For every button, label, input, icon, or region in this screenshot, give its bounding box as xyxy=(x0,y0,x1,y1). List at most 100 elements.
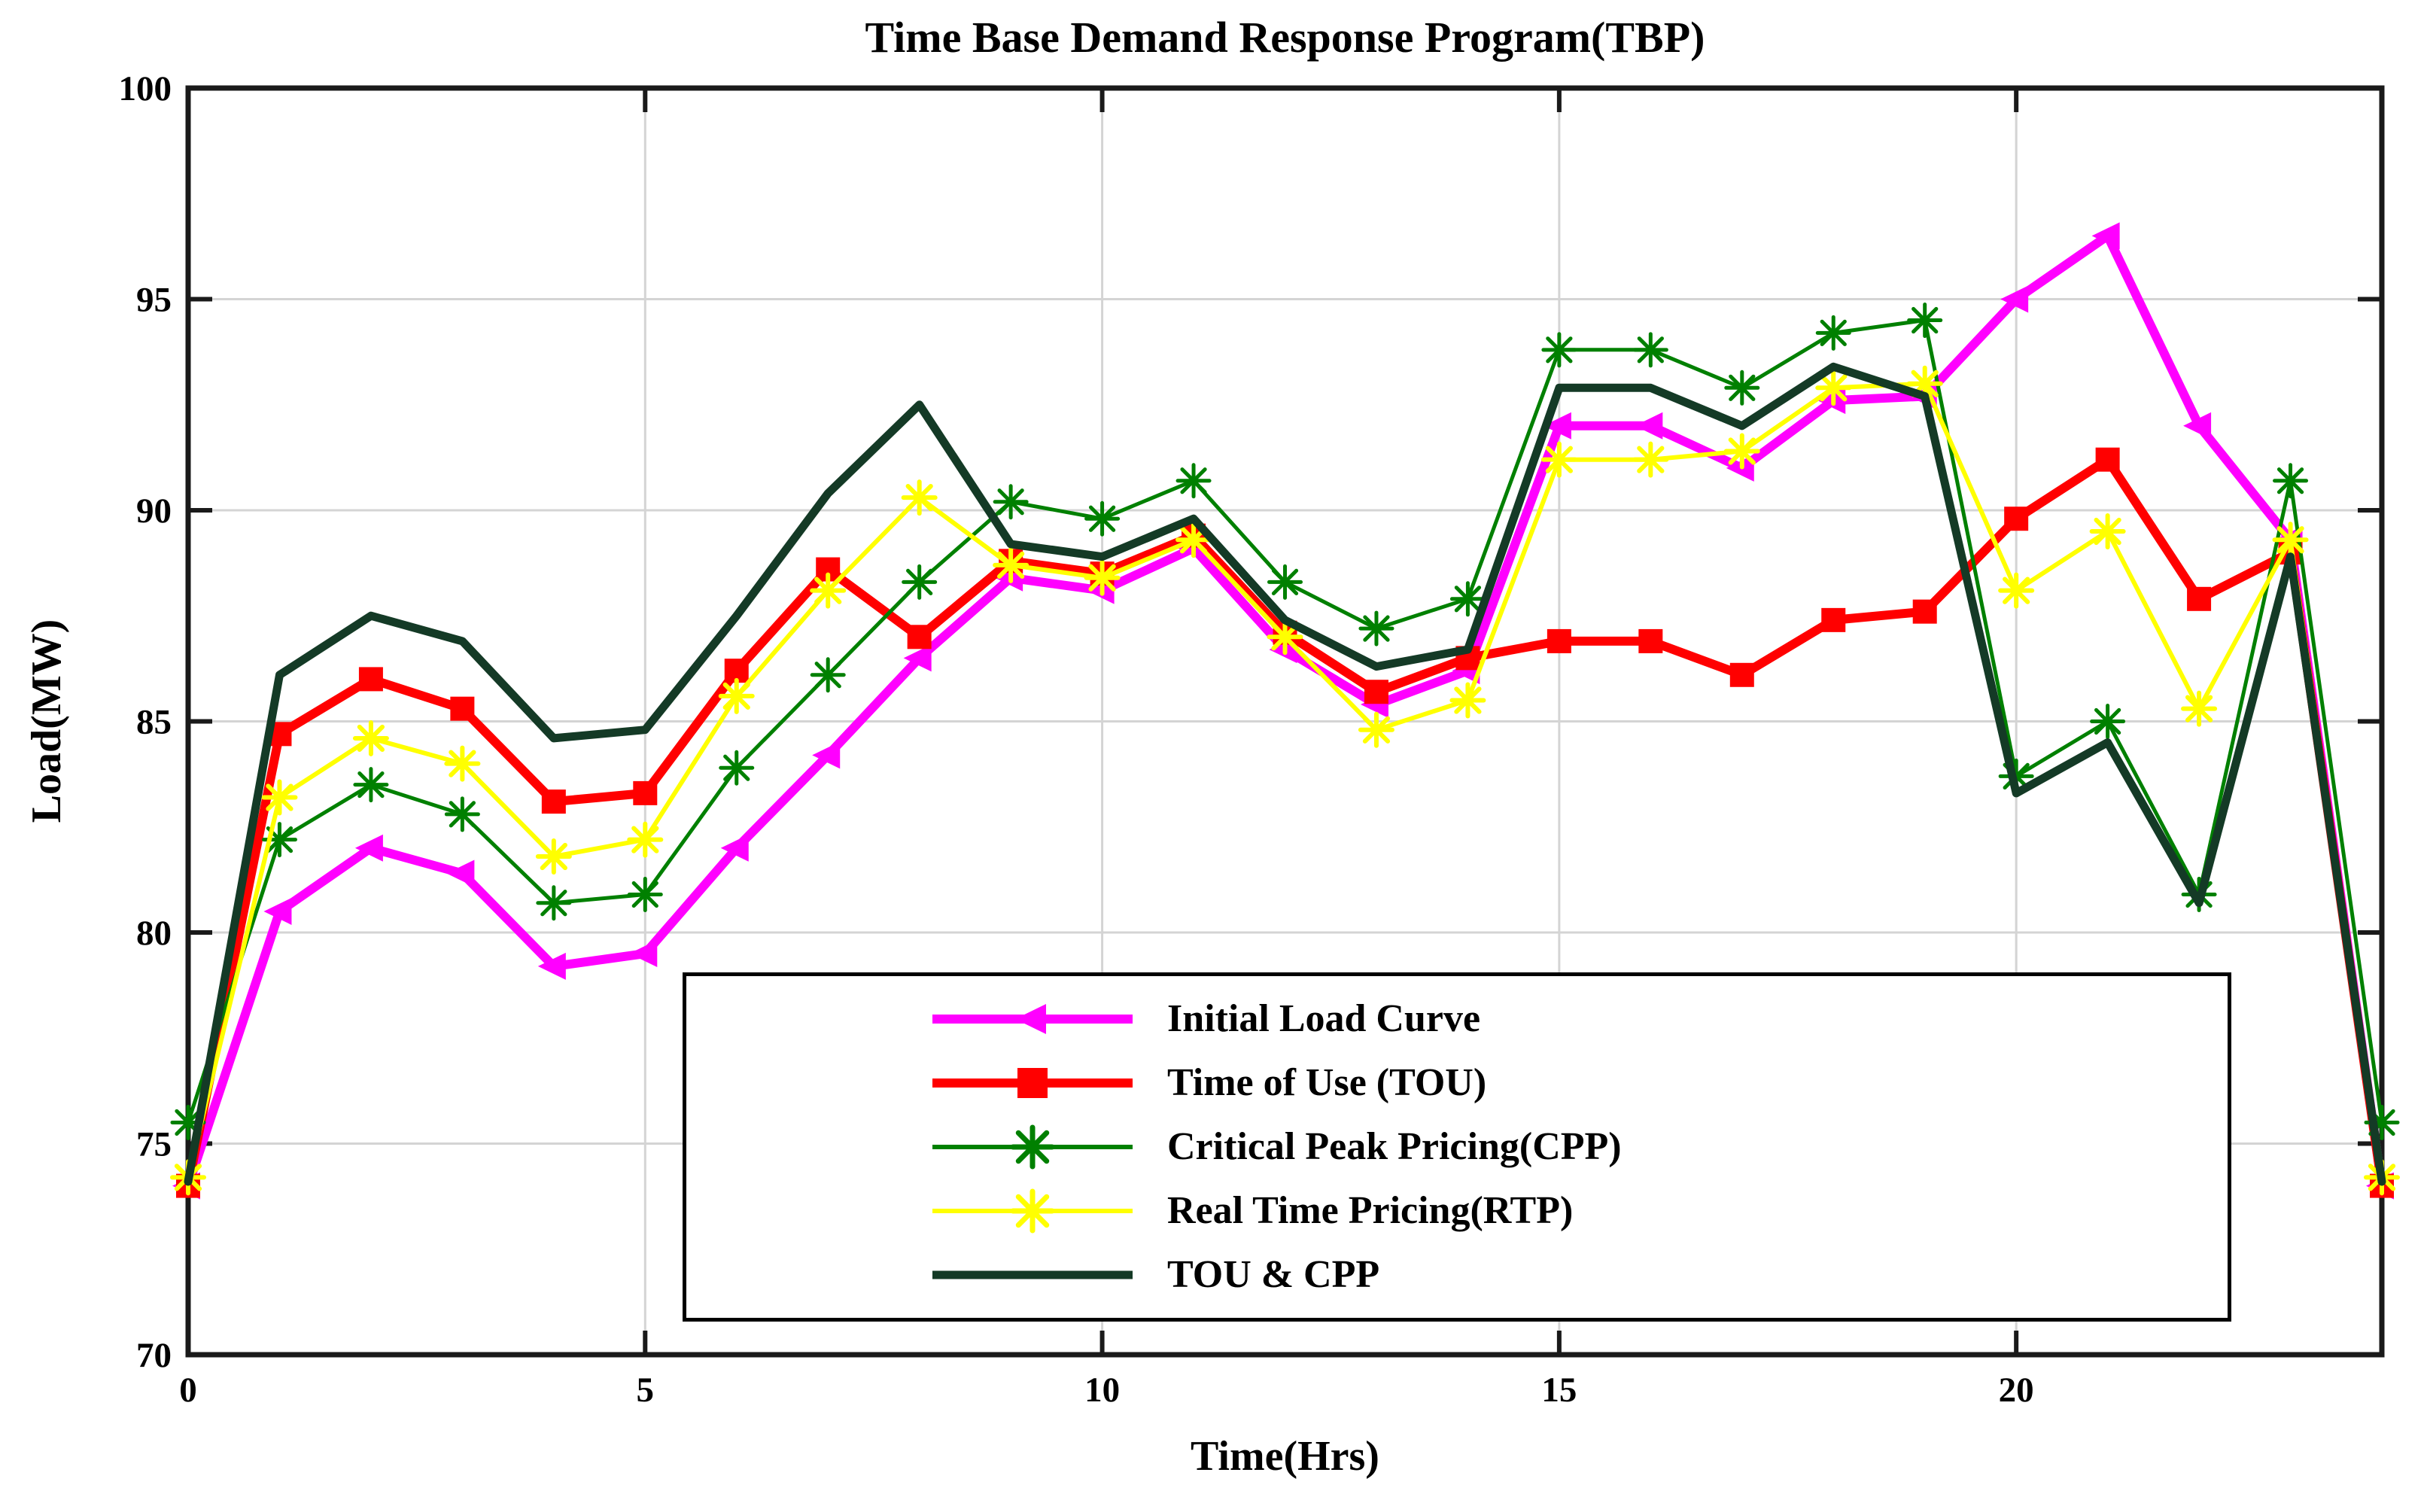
legend-sample-line xyxy=(932,1124,1133,1170)
marker-triangle-left xyxy=(1015,1003,1046,1034)
marker-asterisk xyxy=(1815,370,1852,406)
marker-asterisk xyxy=(1084,559,1121,596)
x-axis-label: Time(Hrs) xyxy=(1191,1433,1379,1480)
legend-item-tou-cpp: TOU & CPP xyxy=(931,1250,2220,1300)
marker-asterisk xyxy=(444,796,480,832)
legend-swatch-initial-load-curve xyxy=(931,994,1134,1044)
marker-asterisk xyxy=(901,479,938,516)
marker-square xyxy=(2004,507,2029,531)
x-tick-label: 0 xyxy=(179,1371,197,1410)
marker-square xyxy=(1364,680,1388,704)
marker-asterisk xyxy=(1010,1124,1055,1170)
marker-square xyxy=(1821,607,1846,632)
marker-asterisk xyxy=(2090,704,2126,739)
marker-asterisk xyxy=(261,779,298,816)
marker-asterisk xyxy=(1724,370,1760,406)
marker-square xyxy=(2187,586,2212,611)
series-line-tou-cpp xyxy=(184,362,2386,1186)
marker-triangle-left xyxy=(2091,222,2120,250)
marker-asterisk xyxy=(718,677,755,714)
marker-triangle-left xyxy=(1543,412,1571,440)
marker-asterisk xyxy=(444,745,481,782)
marker-square xyxy=(1638,628,1663,653)
legend-swatch-tou-cpp xyxy=(931,1250,1134,1300)
marker-asterisk xyxy=(1010,1188,1055,1234)
marker-asterisk xyxy=(2273,463,2309,499)
marker-square xyxy=(1912,599,1937,624)
marker-asterisk xyxy=(1267,564,1303,600)
marker-square xyxy=(541,789,566,814)
series-markers-cpp xyxy=(170,303,2400,1140)
legend-label-tou-cpp: TOU & CPP xyxy=(1167,1253,1380,1297)
marker-asterisk xyxy=(810,572,847,609)
marker-triangle-left xyxy=(812,741,841,769)
marker-asterisk xyxy=(810,657,846,693)
y-tick-label: 100 xyxy=(119,69,172,108)
legend-label-cpp: Critical Peak Pricing(CPP) xyxy=(1167,1124,1622,1168)
marker-square xyxy=(633,780,658,805)
marker-asterisk xyxy=(993,546,1029,583)
x-tick-label: 15 xyxy=(1541,1371,1577,1410)
y-tick-label: 75 xyxy=(136,1125,172,1164)
y-tick-label: 70 xyxy=(136,1336,172,1375)
legend-swatch-rtp xyxy=(931,1186,1134,1236)
marker-square xyxy=(907,625,932,650)
marker-asterisk xyxy=(535,838,572,875)
y-tick-label: 90 xyxy=(136,491,172,531)
marker-triangle-left xyxy=(263,897,292,925)
legend-sample-line xyxy=(932,1003,1133,1034)
marker-asterisk xyxy=(902,564,938,600)
marker-asterisk xyxy=(1998,572,2035,609)
legend: Initial Load Curve Time of Use (TOU) Cri… xyxy=(683,972,2231,1322)
legend-item-tou: Time of Use (TOU) xyxy=(931,1058,2220,1108)
x-tick-label: 20 xyxy=(1999,1371,2034,1410)
marker-asterisk xyxy=(1449,581,1486,617)
marker-asterisk xyxy=(2181,690,2218,727)
marker-asterisk xyxy=(1723,433,1760,470)
marker-asterisk xyxy=(2089,513,2126,550)
marker-asterisk xyxy=(1815,315,1851,351)
legend-item-initial-load-curve: Initial Load Curve xyxy=(931,994,2220,1044)
legend-item-rtp: Real Time Pricing(RTP) xyxy=(931,1186,2220,1236)
marker-asterisk xyxy=(1358,711,1394,748)
marker-asterisk xyxy=(1632,332,1668,368)
legend-sample-line xyxy=(932,1188,1133,1234)
series-markers-rtp xyxy=(170,365,2400,1196)
marker-square xyxy=(450,696,475,721)
marker-asterisk xyxy=(1358,610,1394,646)
marker-asterisk xyxy=(1449,682,1486,719)
marker-square xyxy=(1547,628,1571,653)
y-tick-label: 85 xyxy=(136,703,172,742)
marker-asterisk xyxy=(627,877,663,913)
marker-asterisk xyxy=(1267,619,1303,656)
marker-triangle-left xyxy=(2000,285,2029,313)
marker-asterisk xyxy=(1541,332,1577,368)
marker-triangle-left xyxy=(446,859,475,887)
marker-asterisk xyxy=(1907,303,1943,339)
marker-asterisk xyxy=(993,484,1029,520)
legend-label-rtp: Real Time Pricing(RTP) xyxy=(1167,1189,1574,1233)
y-axis-label: Load(MW) xyxy=(23,619,70,823)
marker-asterisk xyxy=(719,750,755,786)
legend-label-initial-load-curve: Initial Load Curve xyxy=(1167,996,1481,1040)
x-tick-label: 5 xyxy=(637,1371,655,1410)
legend-swatch-cpp xyxy=(931,1122,1134,1172)
marker-asterisk xyxy=(536,885,572,921)
chart-title: Time Base Demand Response Program(TBP) xyxy=(865,13,1705,62)
marker-triangle-left xyxy=(1635,412,1663,440)
marker-asterisk xyxy=(1632,441,1669,478)
legend-swatch-tou xyxy=(931,1058,1134,1108)
y-tick-label: 80 xyxy=(136,914,172,953)
marker-asterisk xyxy=(1175,463,1212,499)
marker-triangle-left xyxy=(720,834,749,862)
marker-asterisk xyxy=(352,719,389,756)
marker-asterisk xyxy=(1084,500,1121,537)
marker-asterisk xyxy=(1540,441,1577,478)
marker-square xyxy=(2095,447,2120,472)
marker-asterisk xyxy=(627,821,664,858)
x-tick-label: 10 xyxy=(1084,1371,1120,1410)
marker-asterisk xyxy=(2272,522,2309,558)
marker-triangle-left xyxy=(354,834,383,862)
